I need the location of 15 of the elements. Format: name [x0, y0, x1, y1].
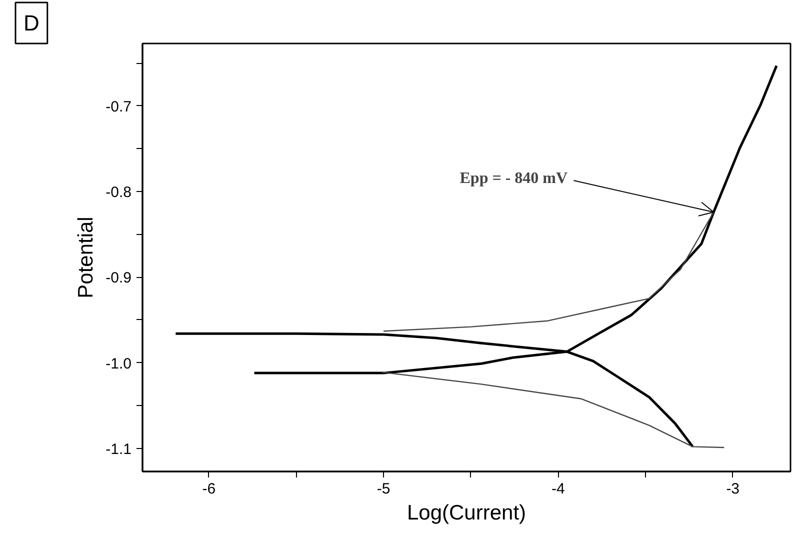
x-tick-label: -5: [376, 480, 390, 498]
y-tick-label: -0.8: [106, 184, 132, 202]
y-tick-label: -0.7: [106, 98, 132, 116]
x-tick-label: -4: [552, 480, 565, 498]
y-tick-label: -1.1: [106, 440, 132, 458]
line-series: [382, 212, 714, 332]
x-tick-label: -3: [726, 480, 740, 498]
x-axis-title: Log(Current): [406, 502, 526, 524]
annotation: Epp = - 840 mV: [460, 170, 568, 188]
y-tick-label: -1.0: [106, 355, 132, 372]
y-axis-title: Potential: [74, 216, 98, 298]
line-series: [381, 372, 725, 448]
text: D: [24, 10, 40, 36]
x-tick-label: -6: [202, 480, 216, 498]
y-tick-label: -0.9: [106, 270, 132, 287]
